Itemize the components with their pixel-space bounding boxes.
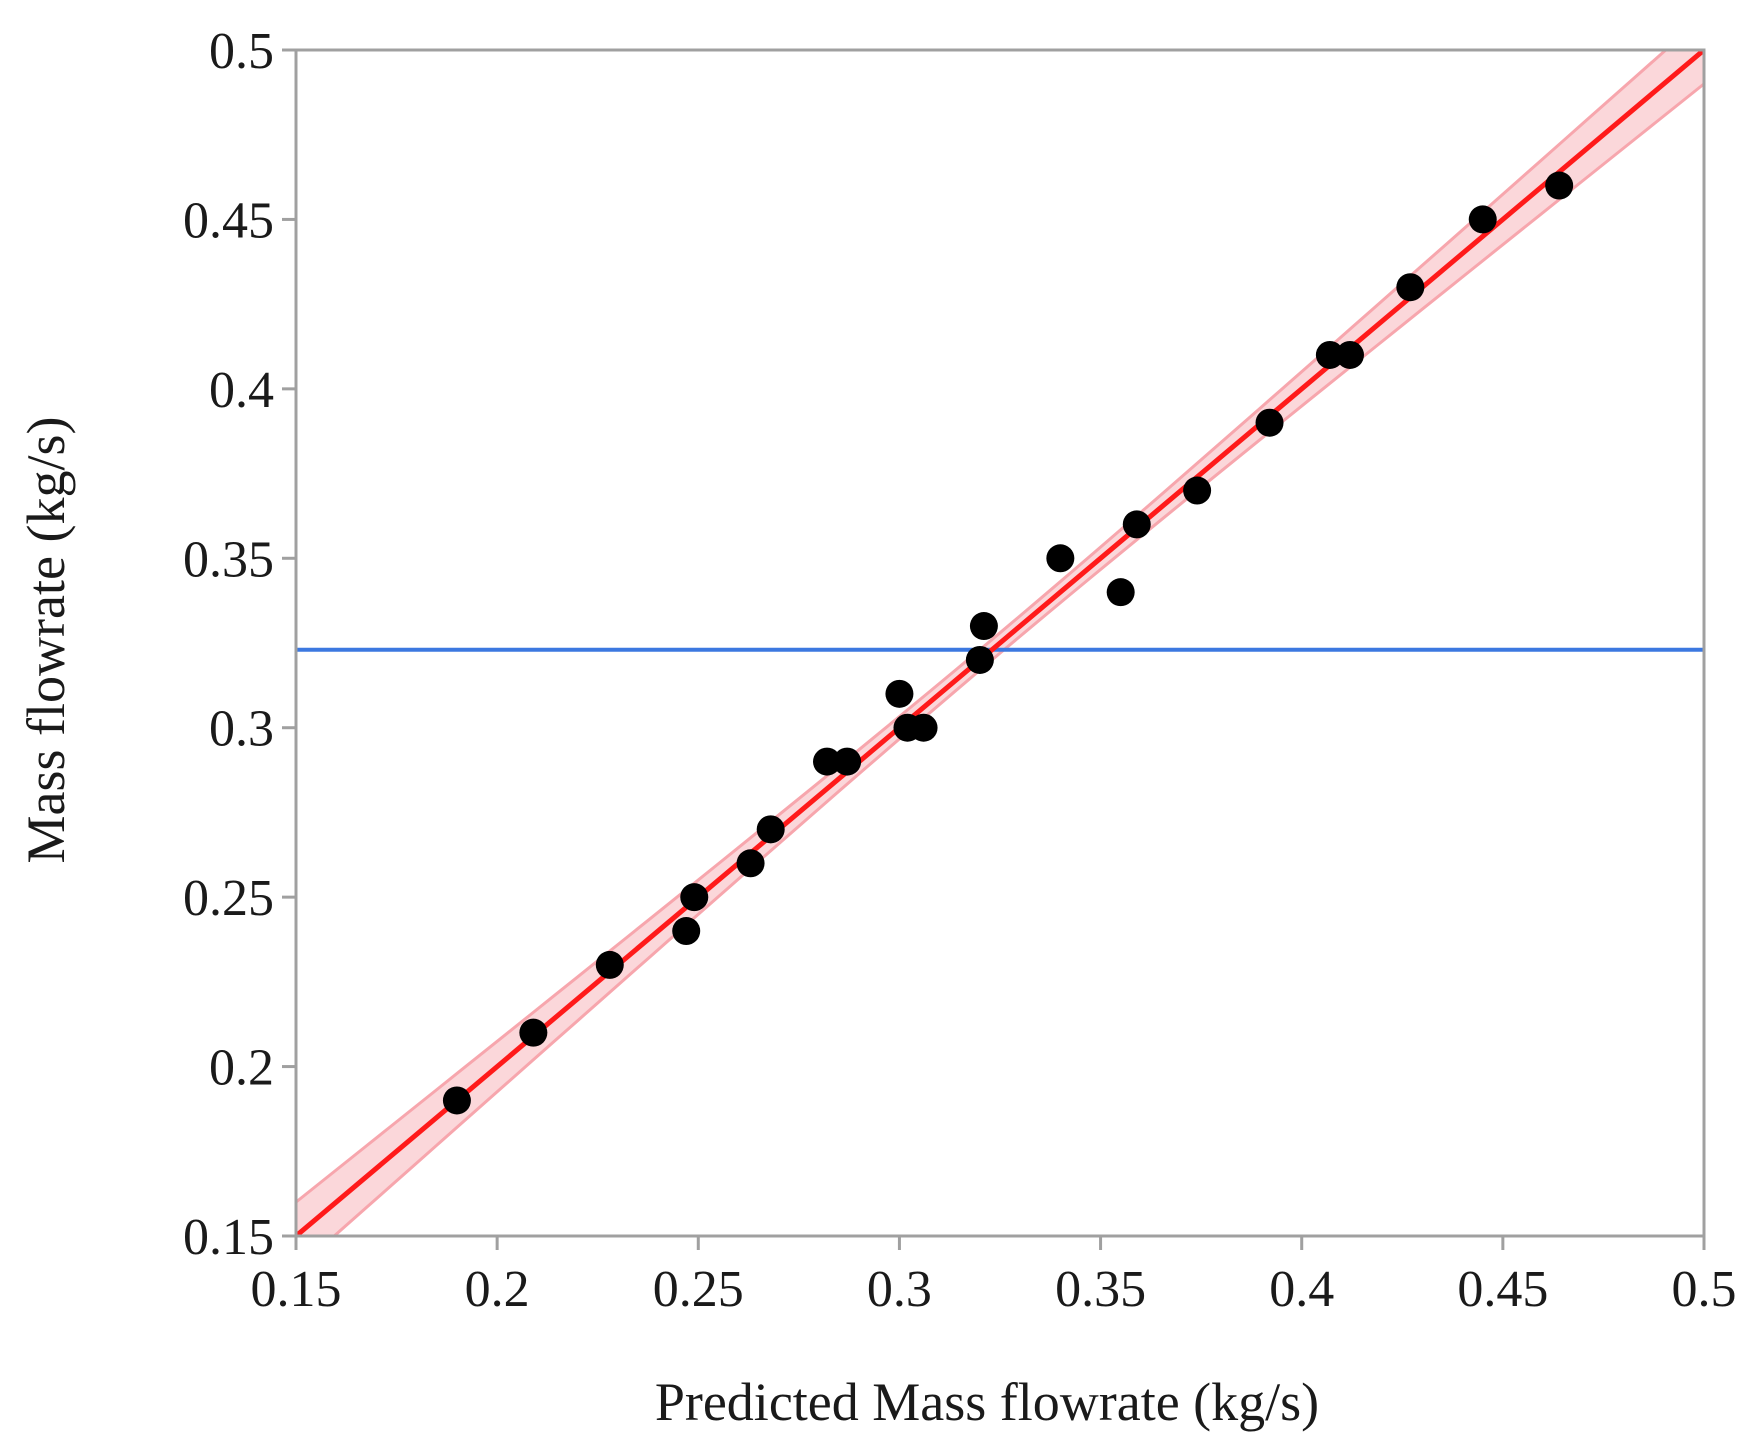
confidence-band-lower — [331, 82, 1704, 1236]
data-point — [813, 747, 842, 776]
y-tick-label: 0.2 — [209, 1040, 274, 1097]
data-point — [519, 1018, 548, 1047]
y-axis-title: Mass flowrate (kg/s) — [16, 417, 76, 864]
data-point — [595, 950, 624, 979]
data-point — [1106, 578, 1135, 607]
data-points — [442, 171, 1574, 1115]
data-point — [909, 713, 938, 742]
y-tick-label: 0.25 — [183, 870, 274, 927]
data-point — [1335, 340, 1364, 369]
data-point — [680, 883, 709, 912]
data-point — [885, 679, 914, 708]
data-point — [672, 917, 701, 946]
data-point — [1046, 544, 1075, 573]
x-axis-ticks: 0.15 0.2 0.25 0.3 0.35 0.4 0.45 0.5 — [251, 1236, 1737, 1318]
data-point — [1255, 408, 1284, 437]
x-tick-label: 0.15 — [251, 1261, 342, 1318]
plot-border — [294, 48, 1706, 1238]
y-axis-ticks: 0.15 0.2 0.25 0.3 0.35 0.4 0.45 0.5 — [183, 23, 296, 1266]
data-point — [756, 815, 785, 844]
data-point — [833, 747, 862, 776]
y-tick-label: 0.45 — [183, 192, 274, 249]
y-tick-label: 0.5 — [209, 23, 274, 80]
data-point — [965, 645, 994, 674]
y-tick-label: 0.15 — [183, 1209, 274, 1266]
data-point — [1315, 340, 1344, 369]
data-point — [1468, 205, 1497, 234]
y-tick-label: 0.4 — [209, 362, 274, 419]
data-point — [736, 849, 765, 878]
plot-frame — [294, 48, 1706, 1238]
x-tick-label: 0.3 — [867, 1261, 932, 1318]
x-tick-label: 0.35 — [1055, 1261, 1146, 1318]
data-point — [1183, 476, 1212, 505]
confidence-band-upper — [296, 50, 1669, 1204]
data-point — [1545, 171, 1574, 200]
data-point — [1396, 273, 1425, 302]
x-tick-label: 0.5 — [1672, 1261, 1737, 1318]
x-tick-label: 0.4 — [1269, 1261, 1334, 1318]
y-tick-label: 0.35 — [183, 531, 274, 588]
data-point — [969, 612, 998, 641]
data-point — [1122, 510, 1151, 539]
y-tick-label: 0.3 — [209, 701, 274, 758]
data-point — [442, 1086, 471, 1115]
x-tick-label: 0.45 — [1457, 1261, 1548, 1318]
x-tick-label: 0.25 — [653, 1261, 744, 1318]
x-tick-label: 0.2 — [465, 1261, 530, 1318]
x-axis-title: Predicted Mass flowrate (kg/s) — [655, 1372, 1319, 1432]
